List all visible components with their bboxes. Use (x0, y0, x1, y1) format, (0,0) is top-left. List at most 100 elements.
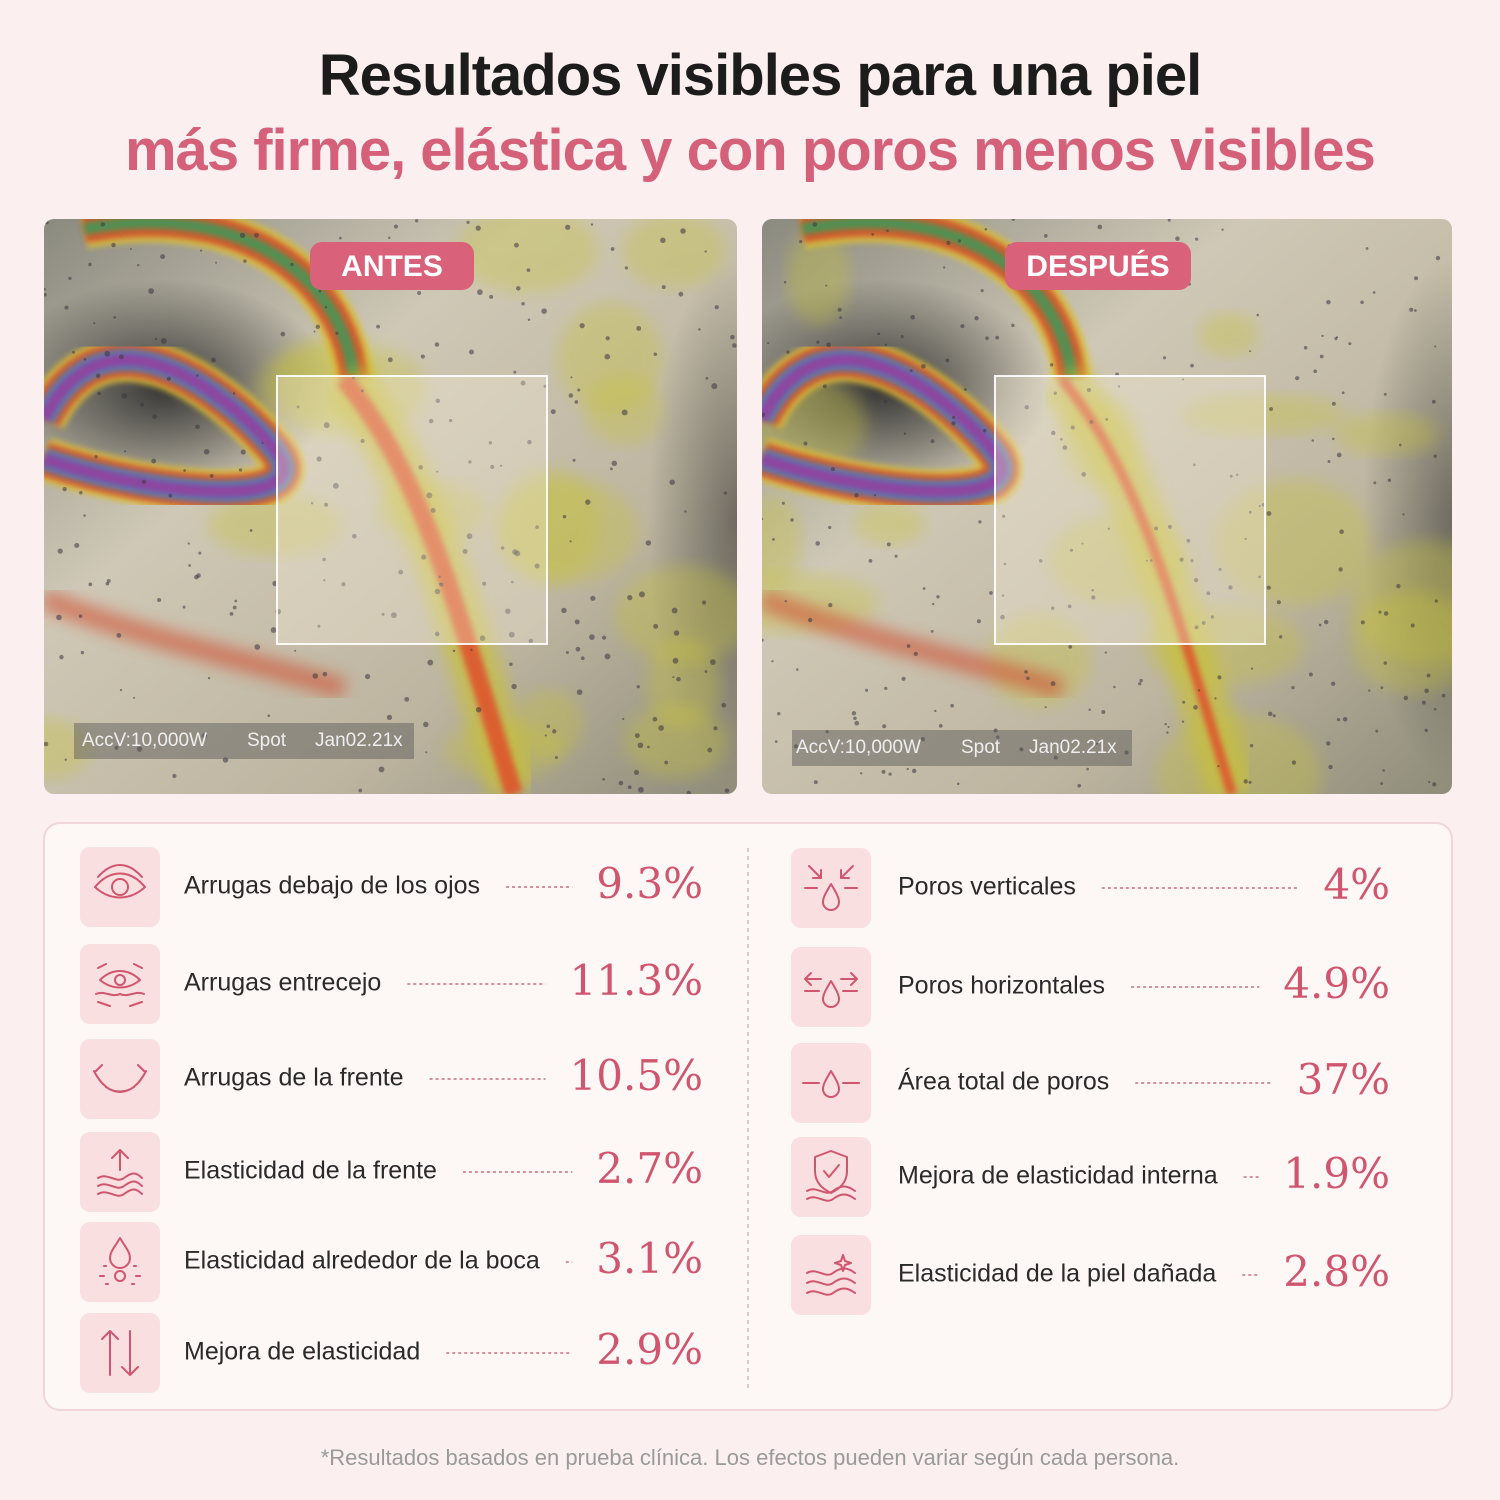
pore (713, 726, 718, 731)
pore (290, 262, 294, 267)
pore (1291, 760, 1297, 765)
title: Resultados visibles para una piel (319, 43, 1201, 108)
pore (129, 248, 132, 251)
pore (653, 623, 659, 629)
pore (423, 721, 429, 728)
pore (1107, 527, 1111, 530)
pore (554, 756, 558, 759)
pore (1060, 740, 1064, 744)
icon-box (791, 1043, 871, 1123)
pore (490, 464, 495, 470)
pore (1431, 399, 1436, 404)
pore (550, 409, 556, 415)
heat-band (82, 219, 360, 380)
pore (1373, 481, 1377, 485)
blotch (615, 566, 737, 664)
pore (1336, 718, 1341, 722)
pore (565, 650, 569, 654)
pore (508, 631, 515, 638)
pore (1150, 559, 1153, 562)
pore (1331, 681, 1336, 686)
pore (475, 707, 482, 713)
pore (1145, 559, 1148, 562)
pore (404, 696, 410, 702)
pore (1053, 391, 1057, 395)
pore (1218, 567, 1222, 571)
stat-value: 9.3% (596, 859, 703, 908)
icon (804, 972, 858, 1008)
pore (996, 735, 1000, 739)
pore (1167, 725, 1170, 729)
pore (721, 702, 727, 708)
pore (723, 491, 727, 495)
pore (910, 314, 915, 320)
pore (636, 325, 642, 331)
pore (995, 335, 1000, 340)
pore (364, 673, 371, 680)
pore (1383, 611, 1389, 616)
label-pill (1005, 242, 1191, 290)
pore (124, 450, 127, 453)
pore (386, 714, 393, 720)
pore (882, 724, 887, 729)
heat-line (762, 589, 1065, 699)
caption-text: Jan02.21x (315, 730, 403, 751)
pore (388, 236, 391, 240)
pore (207, 676, 211, 680)
pore (624, 266, 628, 270)
icon (95, 963, 145, 1007)
pore (104, 350, 111, 357)
caption-text: Spot (247, 730, 287, 751)
pore (137, 263, 140, 267)
pore (774, 740, 778, 743)
pore (1179, 557, 1184, 562)
pore (767, 341, 770, 345)
pore (1414, 309, 1417, 312)
pore (724, 788, 730, 793)
pore (141, 479, 147, 485)
stat-label: Arrugas de la frente (184, 1064, 404, 1092)
pore (160, 254, 166, 260)
pore (1019, 747, 1024, 752)
pore (1003, 562, 1007, 566)
pore (312, 673, 319, 679)
pore (569, 540, 572, 543)
pore (376, 324, 380, 329)
pore (527, 318, 531, 321)
pore (44, 288, 46, 291)
stat-label: Poros horizontales (898, 972, 1105, 1000)
pore (1249, 743, 1254, 748)
pore (684, 510, 687, 513)
pore (1088, 708, 1091, 711)
pore (526, 268, 531, 272)
pore (1383, 661, 1387, 665)
pore (1210, 615, 1214, 619)
pore (1328, 764, 1333, 770)
pore (1091, 595, 1096, 600)
pore (911, 768, 917, 774)
pore (294, 649, 297, 652)
pore (574, 619, 580, 625)
icon (806, 1254, 856, 1296)
pore (430, 507, 436, 513)
blotch (1350, 591, 1452, 694)
pore (1060, 437, 1063, 441)
pore (985, 336, 989, 340)
pore (1190, 559, 1194, 563)
pore (1068, 644, 1073, 649)
pore (417, 291, 422, 295)
pore (534, 563, 540, 569)
pore (1414, 276, 1419, 281)
pore (886, 542, 891, 547)
pore (360, 389, 364, 393)
pore (317, 624, 321, 628)
pore (589, 634, 595, 640)
pore (452, 649, 456, 653)
pore (730, 334, 735, 340)
pore (903, 432, 907, 435)
pore (671, 607, 678, 614)
pore (196, 374, 199, 377)
icon-box (80, 1039, 160, 1119)
pore (1053, 755, 1058, 760)
pore (951, 421, 956, 426)
